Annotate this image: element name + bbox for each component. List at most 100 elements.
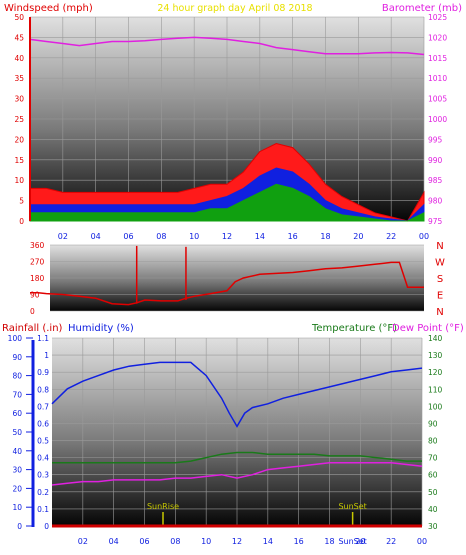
wind-axis-label: Windspeed (mph) [4, 3, 93, 14]
barometer-y-tick: 985 [428, 176, 443, 185]
humidity-y-tick: 20 [12, 484, 22, 493]
rain-axis-label: Rainfall (.in) [2, 323, 63, 334]
wind-y-tick: 50 [14, 13, 24, 22]
temperature-x-tick: 02 [78, 537, 88, 546]
temperature-y-tick: 140 [428, 334, 443, 343]
humidity-y-tick: 80 [12, 372, 22, 381]
sunrise-label: SunRise [147, 502, 179, 511]
wind-y-tick: 15 [14, 156, 24, 165]
wind-x-tick: 16 [288, 232, 298, 241]
barometer-y-tick: 980 [428, 197, 443, 206]
wind-tick-labels: 0510152025303540455097598098599099510001… [14, 13, 447, 241]
wind-x-tick: 14 [255, 232, 265, 241]
temperature-tick-labels: 0 0.1 0.2 0.3 0.4 0.5 0.6 0.7 0.8 0.9 1 1.1 0 10 20 30 4… [8, 334, 443, 546]
temperature-y-tick: 100 [428, 402, 443, 411]
compass-label: N [436, 307, 443, 318]
wind-x-tick: 10 [189, 232, 199, 241]
direction-y-tick: 270 [30, 258, 45, 267]
temperature-x-tick: 08 [170, 537, 180, 546]
wind-series [29, 36, 425, 222]
humidity-y-tick: 0 [17, 522, 22, 531]
temperature-axis-label: Temperature (°F) [311, 323, 397, 334]
wind-x-tick: 00 [419, 232, 429, 241]
temperature-y-tick: 120 [428, 368, 443, 377]
rain-y-tick: 0.4 [37, 454, 49, 463]
humidity-y-tick: 30 [12, 466, 22, 475]
temperature-y-tick: 90 [428, 419, 438, 428]
barometer-y-tick: 995 [428, 135, 443, 144]
wind-direction-line [30, 261, 424, 306]
wind-y-tick: 45 [14, 33, 24, 42]
wind-x-tick: 18 [320, 232, 330, 241]
wind-x-tick: 04 [91, 232, 101, 241]
rain-y-tick: 1 [44, 351, 49, 360]
wind-average-area [29, 167, 425, 222]
compass-label: N [436, 241, 443, 252]
wind-y-tick: 30 [14, 95, 24, 104]
rain-y-tick: 0.8 [37, 385, 49, 394]
humidity-y-tick: 40 [12, 447, 22, 456]
direction-y-tick: 360 [30, 241, 45, 250]
rain-y-tick: 0.3 [37, 471, 49, 480]
wind-y-tick: 20 [14, 135, 24, 144]
humidity-axis-label: Humidity (%) [68, 323, 134, 334]
wind-y-tick: 5 [19, 197, 24, 206]
temperature-x-tick: 16 [294, 537, 304, 546]
temperature-y-tick: 50 [428, 488, 438, 497]
wind-y-tick: 10 [14, 176, 24, 185]
direction-y-tick: 90 [30, 291, 40, 300]
temperature-x-tick: 22 [386, 537, 396, 546]
temperature-y-tick: 110 [428, 385, 443, 394]
temperature-x-tick: 04 [109, 537, 119, 546]
sunset-label: SunSet [338, 502, 366, 511]
temperature-x-tick: 10 [201, 537, 211, 546]
temperature-y-tick: 60 [428, 471, 438, 480]
wind-y-tick: 35 [14, 74, 24, 83]
compass-label: E [437, 291, 443, 302]
graph-title: 24 hour graph day April 08 2018 [157, 3, 312, 14]
wind-x-tick: 02 [58, 232, 68, 241]
humidity-line [51, 361, 423, 428]
temperature-y-tick: 70 [428, 454, 438, 463]
rain-y-tick: 0.9 [37, 368, 49, 377]
barometer-y-tick: 1015 [428, 54, 447, 63]
temperature-line [52, 451, 422, 464]
temperature-y-tick: 80 [428, 437, 438, 446]
direction-grid [50, 244, 424, 312]
barometer-axis-label: Barometer (mb) [382, 3, 462, 14]
rain-y-tick: 0.1 [37, 505, 49, 514]
sunset-x-label: SunSet [338, 537, 366, 546]
direction-series [30, 245, 424, 306]
barometer-y-tick: 1025 [428, 13, 447, 22]
dewpoint-line [51, 462, 423, 486]
dewpoint-axis-label: Dew Point (°F) [392, 323, 464, 334]
wind-low-area [29, 183, 425, 222]
temperature-x-tick: 06 [139, 537, 149, 546]
temperature-y-tick: 30 [428, 522, 438, 531]
barometer-y-tick: 1000 [428, 115, 447, 124]
direction-y-tick: 0 [30, 307, 35, 316]
temperature-x-tick: 12 [232, 537, 242, 546]
humidity-y-tick: 10 [12, 503, 22, 512]
wind-x-tick: 06 [123, 232, 133, 241]
wind-grid [30, 16, 425, 222]
barometer-line [29, 36, 425, 56]
wind-y-tick: 25 [14, 115, 24, 124]
temperature-x-tick: 20 [355, 537, 365, 546]
rain-y-tick: 0.2 [37, 488, 49, 497]
rain-y-tick: 0.7 [37, 402, 49, 411]
temperature-y-tick: 130 [428, 351, 443, 360]
barometer-y-tick: 1010 [428, 74, 447, 83]
wind-x-tick: 22 [386, 232, 396, 241]
humidity-y-tick: 90 [12, 353, 22, 362]
temperature-x-tick: 00 [417, 537, 427, 546]
wind-y-tick: 40 [14, 54, 24, 63]
rain-y-tick: 0.6 [37, 419, 49, 428]
wind-x-tick: 08 [156, 232, 166, 241]
barometer-y-tick: 975 [428, 217, 443, 226]
barometer-y-tick: 1020 [428, 33, 447, 42]
wind-x-tick: 12 [222, 232, 232, 241]
rain-y-tick: 1.1 [37, 334, 49, 343]
